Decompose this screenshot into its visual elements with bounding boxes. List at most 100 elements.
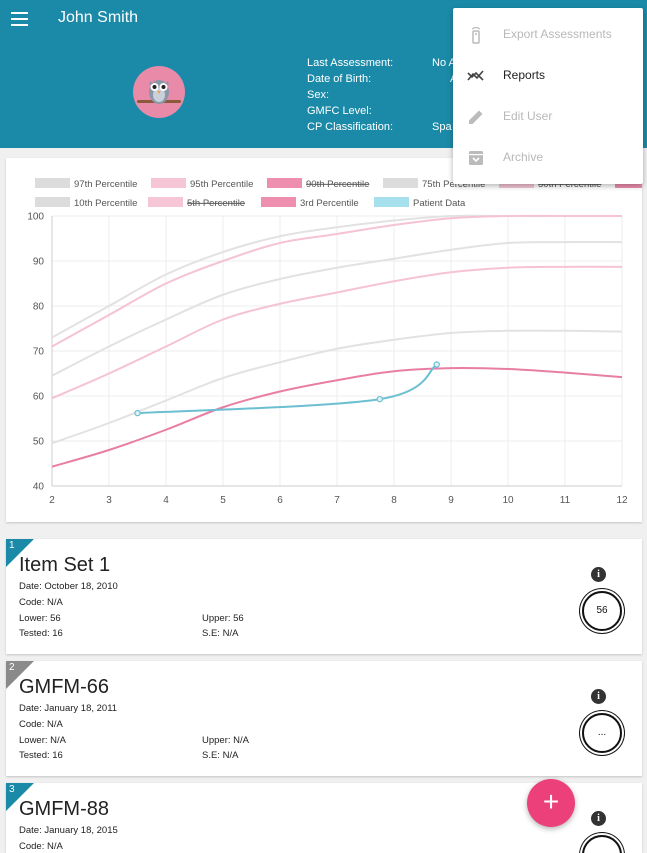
gmfc-level-label: GMFC Level: [307,105,372,117]
y-tick-label: 50 [33,437,45,448]
info-icon[interactable]: i [591,567,606,582]
legend-swatch [35,197,70,207]
y-tick-label: 40 [33,482,45,493]
item-date: Date: January 18, 2011 [19,703,118,714]
menu-item-label: Edit User [503,109,553,123]
x-tick-label: 5 [220,495,226,506]
legend-swatch [383,178,418,188]
score-circle[interactable] [582,835,622,853]
item-se: S.E: N/A [202,750,239,761]
menu-item-label: Archive [503,150,544,164]
legend-swatch [261,197,296,207]
score-circle[interactable]: 56 [582,591,622,631]
item-upper: Upper: 56 [202,613,244,624]
x-tick-label: 11 [560,495,571,506]
item-card-2[interactable]: 2 GMFM-66 Date: January 18, 2011 Code: N… [6,661,642,776]
item-code: Code: N/A [19,719,63,730]
menu-icon[interactable] [11,12,28,26]
y-tick-label: 100 [27,212,44,223]
series-line-50th-percentile [52,265,622,400]
menu-item-archive[interactable]: Archive [453,137,643,177]
legend-label: 3rd Percentile [300,198,359,209]
x-tick-label: 12 [616,495,628,506]
series-line-10th-percentile [52,329,622,445]
item-lower: Lower: N/A [19,735,66,746]
growth-chart: 2 3 4 5 6 7 8 9 10 11 12 40 50 60 70 80 90 100 97th Percen… [27,178,642,506]
dob-label: Date of Birth: [307,73,372,85]
x-tick-label: 3 [106,495,112,506]
item-tested: Tested: 16 [19,750,63,761]
remote-icon [471,26,481,44]
legend-label: 97th Percentile [74,179,137,190]
item-number: 1 [9,540,15,551]
add-assessment-button[interactable]: + [527,779,575,827]
x-tick-label: 4 [163,495,169,506]
legend-label: 50th Percentile [538,179,601,190]
legend-swatch [35,178,70,188]
item-number: 3 [9,784,15,795]
score-circle[interactable]: ... [582,713,622,753]
item-number-corner [6,783,34,811]
item-code: Code: N/A [19,597,63,608]
avatar[interactable] [133,66,185,118]
x-tick-label: 9 [448,495,454,506]
y-tick-label: 70 [33,347,45,358]
growth-chart-card: 2 3 4 5 6 7 8 9 10 11 12 40 50 60 70 80 90 100 97th Percen… [6,158,642,522]
item-title: Item Set 1 [19,554,111,576]
trending-icon [467,70,484,81]
x-tick-label: 2 [49,495,55,506]
pencil-icon [469,110,483,124]
last-assessment-label: Last Assessment: [307,57,394,69]
cp-classification-value: Spa [432,121,452,133]
cp-classification-label: CP Classification: [307,121,393,133]
menu-item-edit-user[interactable]: Edit User [453,96,643,136]
item-title: GMFM-88 [19,798,109,820]
archive-icon [469,151,483,165]
item-lower: Lower: 56 [19,613,61,624]
y-tick-label: 60 [33,392,45,403]
y-tick-label: 90 [33,257,45,268]
legend-label: 90th Percentile [306,179,369,190]
item-number-corner [6,539,34,567]
legend-swatch [374,197,409,207]
legend-label: 10th Percentile [74,198,137,209]
overflow-menu: Export Assessments Reports Edit User Arc… [453,8,643,184]
y-tick-label: 80 [33,302,45,313]
item-card-1[interactable]: 1 Item Set 1 Date: October 18, 2010 Code… [6,539,642,654]
last-assessment-value: No A [432,57,456,69]
owl-icon [137,80,181,104]
series-line-3rd-percentile [52,366,622,468]
item-title: GMFM-66 [19,676,109,698]
legend-swatch [148,197,183,207]
sex-label: Sex: [307,89,330,101]
series-line-75th-percentile [52,241,622,377]
menu-item-label: Export Assessments [503,27,612,41]
patient-data-point [134,409,141,417]
user-name: John Smith [58,9,139,26]
item-se: S.E: N/A [202,628,239,639]
x-tick-label: 8 [391,495,397,506]
legend-swatch [151,178,186,188]
legend-label: 95th Percentile [190,179,253,190]
x-tick-label: 10 [502,495,514,506]
item-number: 2 [9,662,15,673]
x-tick-label: 6 [277,495,283,506]
series-line-95th-percentile [52,214,622,348]
info-icon[interactable]: i [591,811,606,826]
patient-data-point [376,395,383,403]
x-tick-label: 7 [334,495,340,506]
legend-swatch [267,178,302,188]
item-number-corner [6,661,34,689]
legend-label: 5th Percentile [187,198,245,209]
item-tested: Tested: 16 [19,628,63,639]
item-date: Date: October 18, 2010 [19,581,118,592]
menu-item-reports[interactable]: Reports [453,55,643,95]
legend-label: Patient Data [413,198,466,209]
legend-label: 75th Percentile [422,179,485,190]
patient-data-point [433,361,440,368]
item-upper: Upper: N/A [202,735,249,746]
menu-item-export-assessments[interactable]: Export Assessments [453,14,643,54]
patient-info-labels: Last Assessment: Date of Birth: Sex: GMF… [307,55,393,135]
item-date: Date: January 18, 2015 [19,825,118,836]
info-icon[interactable]: i [591,689,606,704]
